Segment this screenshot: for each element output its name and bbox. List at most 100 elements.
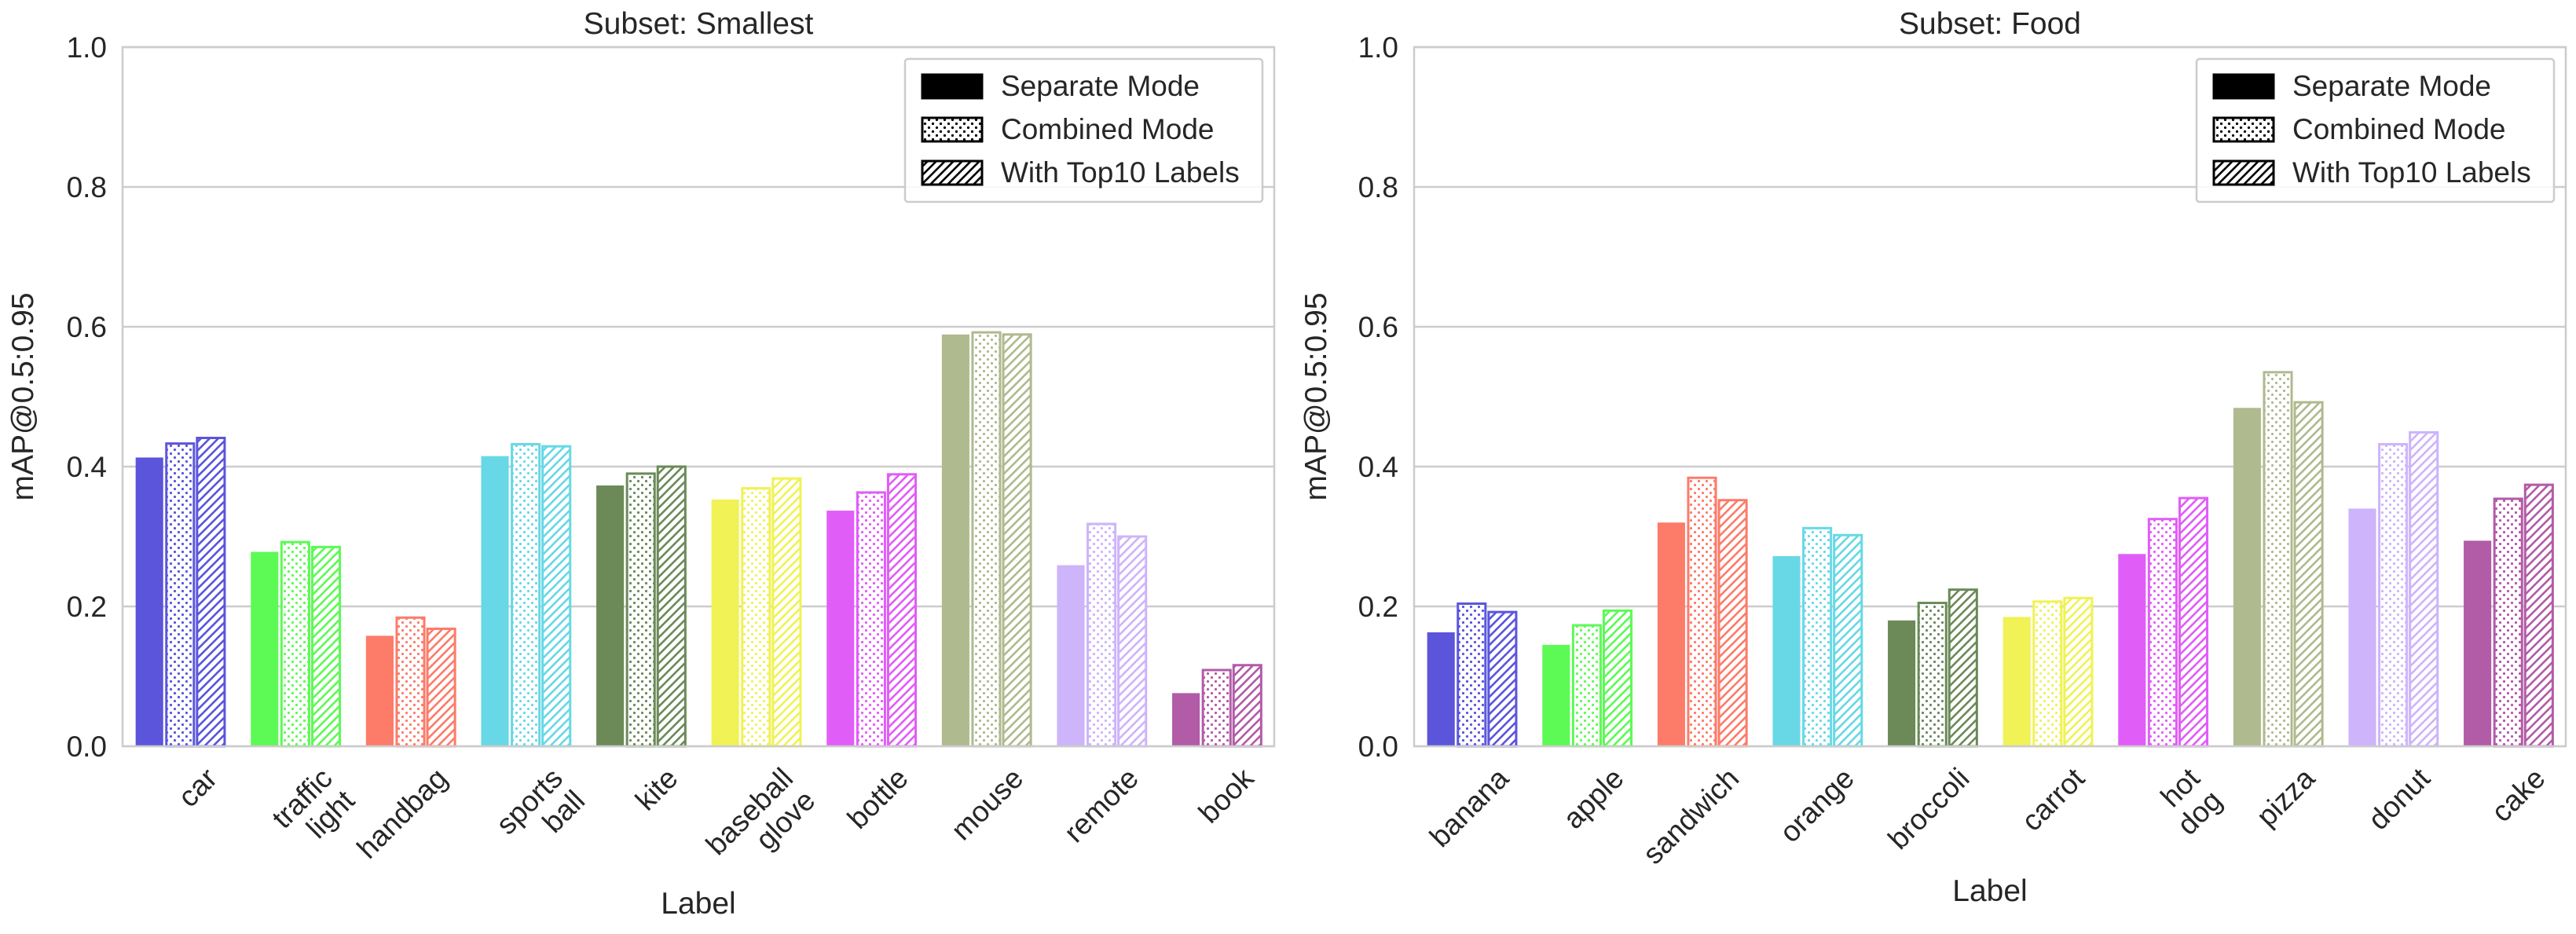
- x-tick-label: book: [1193, 762, 1260, 830]
- bar-with-top10-labels: [196, 437, 226, 748]
- x-tick-label: car: [172, 762, 223, 813]
- legend-label: With Top10 Labels: [1001, 156, 1240, 189]
- bar-with-top10-labels: [1117, 535, 1148, 748]
- bar-combined-mode: [1917, 602, 1948, 748]
- bar-separate-mode: [2348, 508, 2376, 746]
- x-tick-label: handbag: [351, 762, 454, 865]
- y-tick-label: 0.8: [1358, 171, 1398, 203]
- plot-frame: [121, 46, 1276, 748]
- bar-with-top10-labels: [1002, 333, 1032, 748]
- bar-combined-mode: [1086, 522, 1117, 748]
- x-tick-label: mouse: [945, 762, 1030, 847]
- x-tick-label: hotdog: [2149, 761, 2228, 841]
- x-tick-label: carrot: [2015, 761, 2090, 837]
- bar-separate-mode: [711, 499, 739, 746]
- bar-with-top10-labels: [1232, 664, 1262, 748]
- bar-with-top10-labels: [1948, 588, 1978, 748]
- x-tick-label: broccoli: [1882, 762, 1975, 855]
- bar-separate-mode: [2118, 554, 2146, 746]
- bar-separate-mode: [2233, 408, 2261, 746]
- legend-box: [2195, 57, 2556, 203]
- bar-combined-mode: [2493, 497, 2523, 748]
- x-tick-label: sportsball: [490, 762, 592, 863]
- bar-with-top10-labels: [310, 545, 342, 748]
- bar-with-top10-labels: [1602, 609, 1633, 748]
- bar-separate-mode: [1888, 620, 1916, 746]
- bar-with-top10-labels: [2409, 430, 2439, 748]
- legend-swatch-hatch: [921, 159, 984, 186]
- bar-combined-mode: [280, 540, 310, 748]
- x-tick-label: baseballglove: [700, 762, 822, 884]
- y-tick-label: 0.2: [67, 591, 107, 623]
- bar-separate-mode: [365, 635, 394, 746]
- y-axis-label: mAP@0.5:0.95: [6, 292, 40, 500]
- legend-swatch-dots: [921, 116, 984, 143]
- bar-combined-mode: [1687, 476, 1717, 748]
- x-axis-label: Label: [1952, 874, 2027, 908]
- y-tick-label: 0.0: [1358, 731, 1398, 763]
- y-tick-label: 0.4: [1358, 451, 1398, 483]
- bar-separate-mode: [1172, 693, 1200, 746]
- bar-with-top10-labels: [2063, 596, 2094, 748]
- x-tick-label: remote: [1058, 762, 1145, 848]
- legend-swatch-hatch: [2212, 159, 2275, 186]
- bar-separate-mode: [826, 511, 855, 746]
- legend: Separate Mode Combined Mode With Top10 Lab…: [2195, 57, 2556, 203]
- bar-with-top10-labels: [656, 465, 687, 748]
- bar-separate-mode: [251, 551, 279, 746]
- x-tick-label: pizza: [2250, 762, 2321, 833]
- bar-combined-mode: [1802, 526, 1833, 748]
- bar-combined-mode: [856, 491, 886, 748]
- bar-combined-mode: [2263, 371, 2293, 748]
- chart-title: Subset: Food: [1899, 7, 2081, 41]
- y-tick-label: 0.4: [67, 451, 107, 483]
- y-tick-label: 0.6: [1358, 311, 1398, 343]
- y-tick-label: 0.6: [67, 311, 107, 343]
- y-tick-label: 0.8: [67, 171, 107, 203]
- y-axis-label: mAP@0.5:0.95: [1299, 292, 1333, 500]
- bar-with-top10-labels: [2178, 496, 2209, 748]
- bar-separate-mode: [1772, 555, 1801, 746]
- x-tick-label: kite: [629, 762, 684, 817]
- legend: Separate Mode Combined Mode With Top10 Lab…: [903, 57, 1264, 203]
- legend-label: With Top10 Labels: [2292, 156, 2531, 189]
- legend-box: [903, 57, 1264, 203]
- bar-with-top10-labels: [1833, 533, 1863, 748]
- bar-with-top10-labels: [2523, 483, 2554, 748]
- bar-separate-mode: [2464, 540, 2492, 746]
- chart-panel-2: 0.0 0.2 0.4 0.6 0.8 1.0 banana apple sandwich ora…: [1299, 7, 2567, 908]
- bar-with-top10-labels: [426, 627, 456, 748]
- bar-separate-mode: [941, 334, 969, 746]
- legend-label: Combined Mode: [1001, 113, 1214, 145]
- bar-combined-mode: [741, 487, 771, 748]
- bar-separate-mode: [1657, 522, 1685, 746]
- bar-separate-mode: [135, 457, 163, 746]
- x-tick-label: donut: [2362, 761, 2437, 836]
- bar-combined-mode: [2378, 443, 2409, 748]
- bar-with-top10-labels: [1717, 499, 1748, 748]
- bar-combined-mode: [511, 443, 541, 748]
- bar-with-top10-labels: [1487, 610, 1518, 748]
- bar-with-top10-labels: [771, 477, 802, 748]
- legend-label: Separate Mode: [2292, 70, 2491, 102]
- bar-separate-mode: [481, 456, 509, 746]
- x-tick-label: apple: [1557, 762, 1630, 835]
- bar-separate-mode: [1427, 632, 1455, 746]
- x-tick-label: banana: [1424, 762, 1515, 854]
- x-tick-label: bottle: [841, 762, 914, 835]
- x-tick-label: orange: [1774, 762, 1860, 848]
- bar-combined-mode: [971, 331, 1002, 748]
- bar-separate-mode: [2003, 617, 2031, 746]
- bar-with-top10-labels: [886, 473, 918, 748]
- chart-panel-1: 0.0 0.2 0.4 0.6 0.8 1.0 car trafficlighthandbag…: [6, 7, 1276, 921]
- plot-frame: [1413, 46, 2567, 748]
- y-tick-label: 1.0: [1358, 31, 1398, 64]
- x-tick-label: trafficlight: [266, 761, 361, 856]
- legend-label: Combined Mode: [2292, 113, 2505, 145]
- bar-with-top10-labels: [2293, 401, 2324, 748]
- bar-with-top10-labels: [541, 445, 572, 748]
- bar-combined-mode: [395, 616, 426, 748]
- y-tick-label: 0.2: [1358, 591, 1398, 623]
